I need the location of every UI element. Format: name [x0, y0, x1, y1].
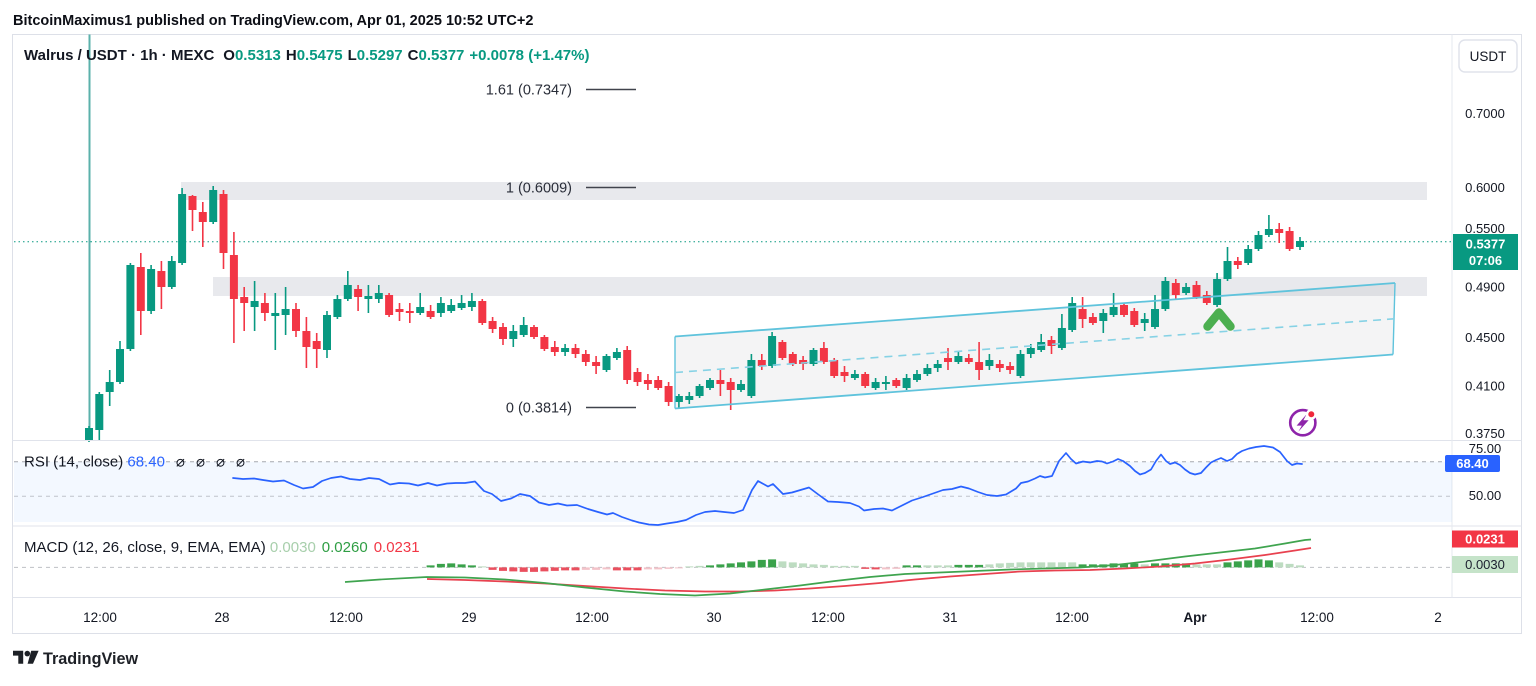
svg-text:1 (0.6009): 1 (0.6009) — [506, 181, 572, 197]
svg-text:0.0030: 0.0030 — [1465, 557, 1505, 572]
svg-text:68.40: 68.40 — [1456, 456, 1489, 471]
svg-text:0.6000: 0.6000 — [1465, 180, 1505, 195]
svg-text:0.7000: 0.7000 — [1465, 106, 1505, 121]
svg-text:MACD (12, 26, close, 9, EMA, E: MACD (12, 26, close, 9, EMA, EMA) 0.0030… — [24, 539, 420, 556]
svg-text:12:00: 12:00 — [1300, 610, 1334, 625]
svg-text:0.3750: 0.3750 — [1465, 426, 1505, 441]
svg-text:0 (0.3814): 0 (0.3814) — [506, 401, 572, 417]
svg-text:0.5500: 0.5500 — [1465, 221, 1505, 236]
svg-text:USDT: USDT — [1470, 49, 1507, 64]
svg-text:30: 30 — [706, 610, 721, 625]
svg-text:2: 2 — [1434, 610, 1442, 625]
svg-text:12:00: 12:00 — [1055, 610, 1089, 625]
svg-text:29: 29 — [461, 610, 476, 625]
svg-text:TradingView: TradingView — [43, 650, 138, 668]
svg-text:0.4100: 0.4100 — [1465, 379, 1505, 394]
svg-text:Apr: Apr — [1183, 610, 1207, 625]
svg-text:12:00: 12:00 — [811, 610, 845, 625]
svg-text:12:00: 12:00 — [329, 610, 363, 625]
svg-text:28: 28 — [214, 610, 229, 625]
svg-text:50.00: 50.00 — [1469, 488, 1502, 503]
svg-text:12:00: 12:00 — [575, 610, 609, 625]
svg-text:07:06: 07:06 — [1469, 253, 1502, 268]
svg-text:0.4500: 0.4500 — [1465, 330, 1505, 345]
svg-text:BitcoinMaximus1 published on T: BitcoinMaximus1 published on TradingView… — [13, 13, 533, 29]
svg-text:0.4900: 0.4900 — [1465, 280, 1505, 295]
svg-text:12:00: 12:00 — [83, 610, 117, 625]
svg-text:75.00: 75.00 — [1469, 441, 1502, 456]
svg-text:0.0231: 0.0231 — [1465, 532, 1505, 547]
svg-text:1.61 (0.7347): 1.61 (0.7347) — [486, 83, 572, 99]
svg-text:31: 31 — [942, 610, 957, 625]
svg-text:0.5377: 0.5377 — [1466, 237, 1506, 252]
